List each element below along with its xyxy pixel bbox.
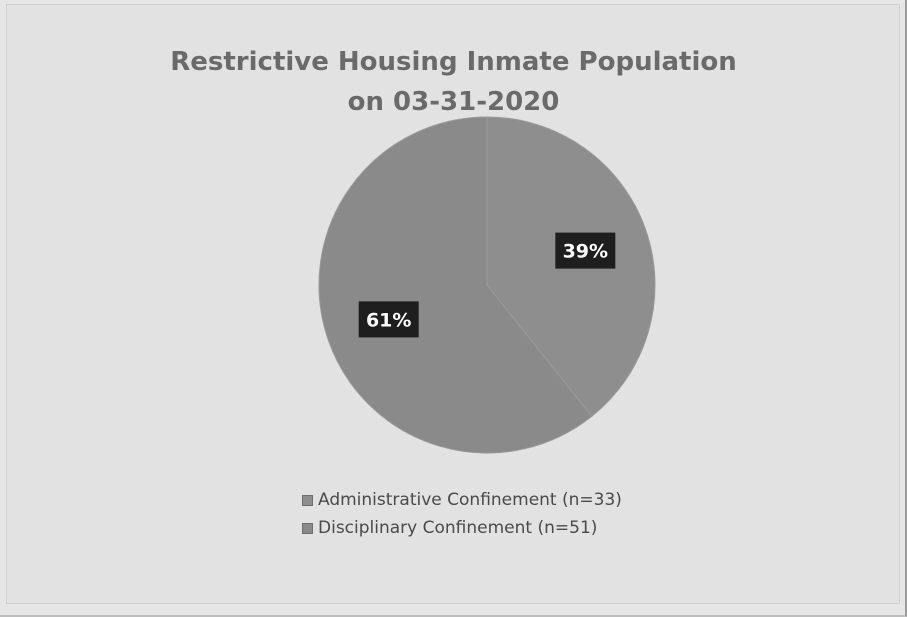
- legend-swatch-administrative: [302, 495, 313, 506]
- chart-legend: Administrative Confinement (n=33) Discip…: [302, 486, 622, 542]
- legend-item-disciplinary: Disciplinary Confinement (n=51): [302, 514, 622, 542]
- legend-swatch-disciplinary: [302, 523, 313, 534]
- legend-item-administrative: Administrative Confinement (n=33): [302, 486, 622, 514]
- legend-label-administrative: Administrative Confinement (n=33): [318, 490, 622, 510]
- legend-label-disciplinary: Disciplinary Confinement (n=51): [318, 518, 597, 538]
- data-label-administrative: 39%: [563, 241, 608, 263]
- data-label-disciplinary: 61%: [366, 309, 411, 331]
